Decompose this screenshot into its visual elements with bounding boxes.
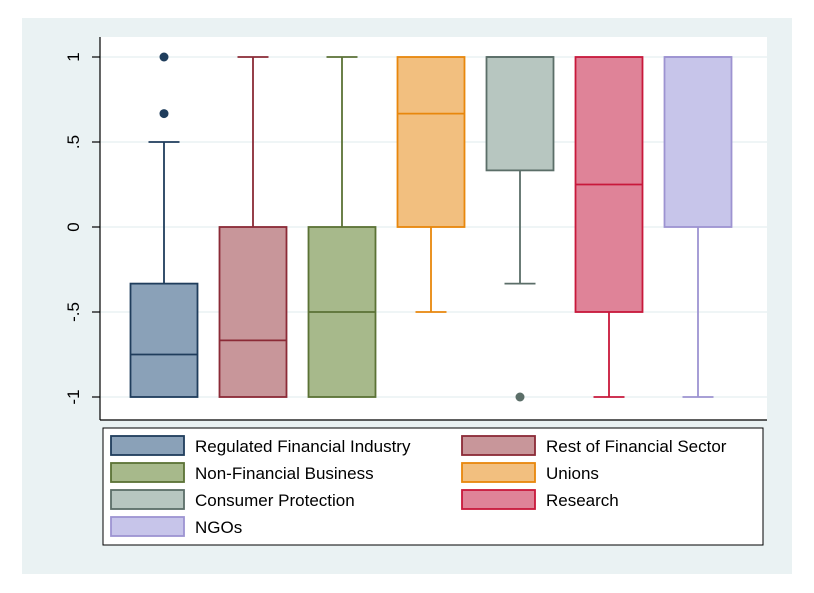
box-iqr xyxy=(485,56,555,172)
legend-swatch xyxy=(110,516,185,537)
legend-item: Unions xyxy=(461,462,599,483)
box-2 xyxy=(218,56,288,398)
box-iqr xyxy=(129,282,199,398)
boxes xyxy=(129,52,733,402)
legend-item: Consumer Protection xyxy=(110,489,355,510)
box-4 xyxy=(396,56,466,313)
legend-swatch xyxy=(461,462,536,483)
legend-label: Unions xyxy=(546,464,599,483)
legend-swatch xyxy=(461,435,536,456)
legend-item: Non-Financial Business xyxy=(110,462,374,483)
box-6 xyxy=(574,56,644,398)
outlier-point xyxy=(159,52,169,62)
box-iqr xyxy=(218,226,288,398)
legend-swatch xyxy=(110,489,185,510)
outlier-point xyxy=(515,392,525,402)
y-tick-label: -.5 xyxy=(64,302,83,322)
y-tick-label: -1 xyxy=(64,389,83,404)
box-iqr xyxy=(663,56,733,228)
legend-label: Research xyxy=(546,491,619,510)
legend-item: Rest of Financial Sector xyxy=(461,435,727,456)
y-tick-label: 0 xyxy=(64,222,83,231)
legend-swatch xyxy=(110,435,185,456)
legend-label: Regulated Financial Industry xyxy=(195,437,411,456)
legend-frame xyxy=(102,427,764,546)
box-5 xyxy=(485,56,555,402)
box-3 xyxy=(307,56,377,398)
box-1 xyxy=(129,52,199,398)
legend-item: Regulated Financial Industry xyxy=(110,435,411,456)
legend-label: Consumer Protection xyxy=(195,491,355,510)
y-axis: 1 .5 0 -.5 -1 xyxy=(64,37,101,420)
legend-label: Non-Financial Business xyxy=(195,464,374,483)
legend-label: NGOs xyxy=(195,518,242,537)
box-7 xyxy=(663,56,733,398)
legend-swatch xyxy=(461,489,536,510)
legend-item: Research xyxy=(461,489,619,510)
legend-label: Rest of Financial Sector xyxy=(546,437,727,456)
legend-swatch xyxy=(110,462,185,483)
box-iqr xyxy=(396,56,466,228)
legend: Regulated Financial Industry Rest of Fina… xyxy=(102,427,764,546)
y-tick-label: 1 xyxy=(64,52,83,61)
y-tick-label: .5 xyxy=(64,135,83,149)
legend-item: NGOs xyxy=(110,516,242,537)
outlier-point xyxy=(159,109,169,119)
